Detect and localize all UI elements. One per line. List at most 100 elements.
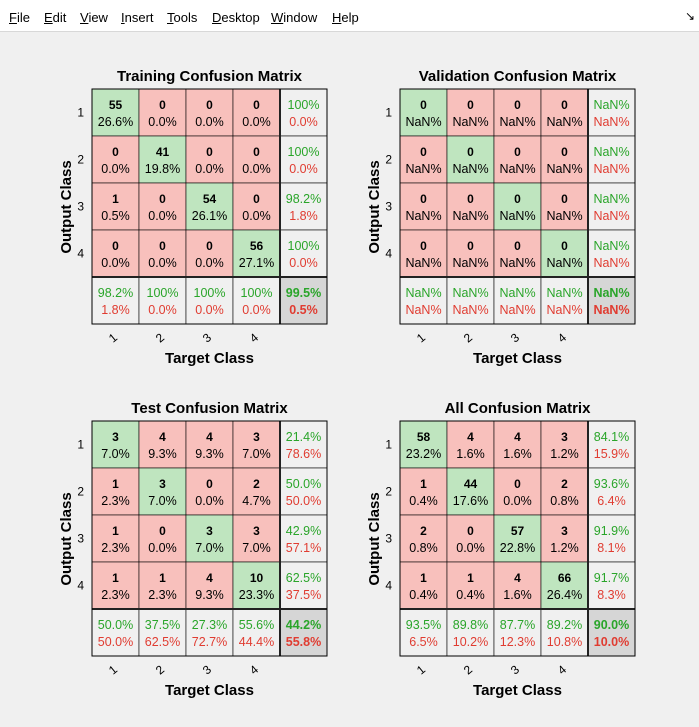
cm2-cell-percent-2-4: NaN% — [546, 162, 582, 176]
cm3-cell-percent-4-4: 23.3% — [239, 588, 274, 602]
cm4-col-summary-error-2: 10.2% — [453, 635, 488, 649]
cm3-cell-4-1 — [91, 561, 140, 610]
cm3-cell-percent-2-4: 4.7% — [242, 494, 271, 508]
cm4-row-summary-error-1: 15.9% — [594, 447, 629, 461]
cm3-cell-3-2 — [138, 514, 187, 563]
cm4-ylabel: Output Class — [366, 492, 383, 585]
cm2-cell-2-4 — [540, 135, 589, 184]
cm4-cell-1-3 — [493, 420, 542, 469]
cm2-xlabel: Target Class — [473, 350, 562, 367]
cm1-cell-count-3-4: 0 — [253, 192, 260, 206]
menu-help[interactable]: Help — [332, 10, 359, 25]
menu-bar: File Edit View Insert Tools Desktop Wind… — [0, 0, 699, 32]
cm1-col-summary-correct-1: 98.2% — [98, 286, 133, 300]
cm4-cell-percent-1-4: 1.2% — [550, 447, 579, 461]
cm3-col-summary-correct-3: 27.3% — [192, 618, 227, 632]
cm2-cell-count-4-2: 0 — [467, 239, 474, 253]
cm3-cell-percent-3-2: 0.0% — [148, 541, 177, 555]
menu-insert[interactable]: Insert — [121, 10, 154, 25]
cm1-cell-percent-3-2: 0.0% — [148, 209, 177, 223]
cm2-col-summary-error-1: NaN% — [405, 303, 441, 317]
cm2-overall-error: NaN% — [593, 303, 629, 317]
cm1-row-summary-correct-3: 98.2% — [286, 192, 321, 206]
cm2-row-summary-error-3: NaN% — [593, 209, 629, 223]
cm3-cell-percent-1-1: 7.0% — [101, 447, 130, 461]
cm3-row-summary-error-2: 50.0% — [286, 494, 321, 508]
dock-arrow-icon[interactable]: ↘ — [684, 9, 695, 23]
cm4-cell-4-4 — [540, 561, 589, 610]
cm4-col-summary-correct-4: 89.2% — [547, 618, 582, 632]
cm3-xlabel: Target Class — [165, 682, 254, 699]
cm2-cell-count-1-3: 0 — [514, 98, 521, 112]
cm4-row-summary-error-3: 8.1% — [597, 541, 626, 555]
menu-window[interactable]: Window — [271, 10, 317, 25]
cm3-col-summary-error-2: 62.5% — [145, 635, 180, 649]
cm4-cell-3-4 — [540, 514, 589, 563]
cm3-row-summary-correct-3: 42.9% — [286, 524, 321, 538]
menu-desktop[interactable]: Desktop — [212, 10, 260, 25]
cm4-row-summary-error-2: 6.4% — [597, 494, 626, 508]
cm4-row-summary-3 — [587, 514, 636, 563]
cm4-overall-error: 10.0% — [594, 635, 629, 649]
cm1-cell-1-2 — [138, 88, 187, 137]
cm1-col-summary-correct-4: 100% — [241, 286, 273, 300]
menu-tools[interactable]: Tools — [167, 10, 197, 25]
cm2-ytick-2: 2 — [385, 153, 392, 167]
menu-view[interactable]: View — [80, 10, 108, 25]
cm1-ylabel: Output Class — [58, 160, 75, 253]
cm2-row-summary-correct-1: NaN% — [593, 98, 629, 112]
cm3-cell-count-3-2: 0 — [159, 524, 166, 538]
cm2-col-summary-correct-4: NaN% — [546, 286, 582, 300]
cm2-cell-count-1-4: 0 — [561, 98, 568, 112]
cm1-ytick-4: 4 — [77, 247, 84, 261]
cm2-cell-4-1 — [399, 229, 448, 278]
cm1-ytick-3: 3 — [77, 200, 84, 214]
cm3-col-summary-error-3: 72.7% — [192, 635, 227, 649]
cm4-cell-percent-3-2: 0.0% — [456, 541, 485, 555]
cm4-col-summary-2 — [446, 608, 495, 657]
cm1-title: Training Confusion Matrix — [117, 68, 303, 85]
cm1-cell-count-2-1: 0 — [112, 145, 119, 159]
menu-file-accel: F — [9, 10, 17, 25]
cm2-col-summary-error-4: NaN% — [546, 303, 582, 317]
cm4-cell-count-2-2: 44 — [464, 477, 478, 491]
cm3-cell-percent-1-2: 9.3% — [148, 447, 177, 461]
cm2-cell-count-1-2: 0 — [467, 98, 474, 112]
cm2-cell-percent-3-2: NaN% — [452, 209, 488, 223]
cm2-cell-count-2-1: 0 — [420, 145, 427, 159]
cm3-cell-1-4 — [232, 420, 281, 469]
cm4-ytick-1: 1 — [385, 438, 392, 452]
cm3-col-summary-error-1: 50.0% — [98, 635, 133, 649]
cm1-row-summary-error-4: 0.0% — [289, 256, 318, 270]
cm1-row-summary-3 — [279, 182, 328, 231]
cm2-col-summary-error-2: NaN% — [452, 303, 488, 317]
cm4-cell-count-2-1: 1 — [420, 477, 427, 491]
menu-edit[interactable]: Edit — [44, 10, 66, 25]
cm4-row-summary-correct-4: 91.7% — [594, 571, 629, 585]
cm2-cell-count-1-1: 0 — [420, 98, 427, 112]
cm3-row-summary-correct-2: 50.0% — [286, 477, 321, 491]
cm4-cell-count-3-1: 2 — [420, 524, 427, 538]
cm2-cell-count-4-4: 0 — [561, 239, 568, 253]
cm1-cell-count-2-2: 41 — [156, 145, 170, 159]
cm3-cell-count-4-3: 4 — [206, 571, 213, 585]
cm3-col-summary-correct-2: 37.5% — [145, 618, 180, 632]
cm2-cell-count-3-3: 0 — [514, 192, 521, 206]
cm1-col-summary-error-1: 1.8% — [101, 303, 130, 317]
cm4-cell-count-4-2: 1 — [467, 571, 474, 585]
cm2-cell-percent-1-1: NaN% — [405, 115, 441, 129]
cm1-cell-percent-2-4: 0.0% — [242, 162, 271, 176]
cm3-cell-percent-2-2: 7.0% — [148, 494, 177, 508]
cm4-cell-3-2 — [446, 514, 495, 563]
cm3-cell-2-2 — [138, 467, 187, 516]
cm3-row-summary-correct-4: 62.5% — [286, 571, 321, 585]
cm2-col-summary-3 — [493, 276, 542, 325]
menu-file[interactable]: File — [9, 10, 30, 25]
cm1-ytick-2: 2 — [77, 153, 84, 167]
cm2-row-summary-4 — [587, 229, 636, 278]
cm3-ytick-2: 2 — [77, 485, 84, 499]
cm2-col-summary-error-3: NaN% — [499, 303, 535, 317]
cm4-cell-count-1-2: 4 — [467, 430, 474, 444]
cm1-cell-percent-4-2: 0.0% — [148, 256, 177, 270]
cm4-cell-1-1 — [399, 420, 448, 469]
